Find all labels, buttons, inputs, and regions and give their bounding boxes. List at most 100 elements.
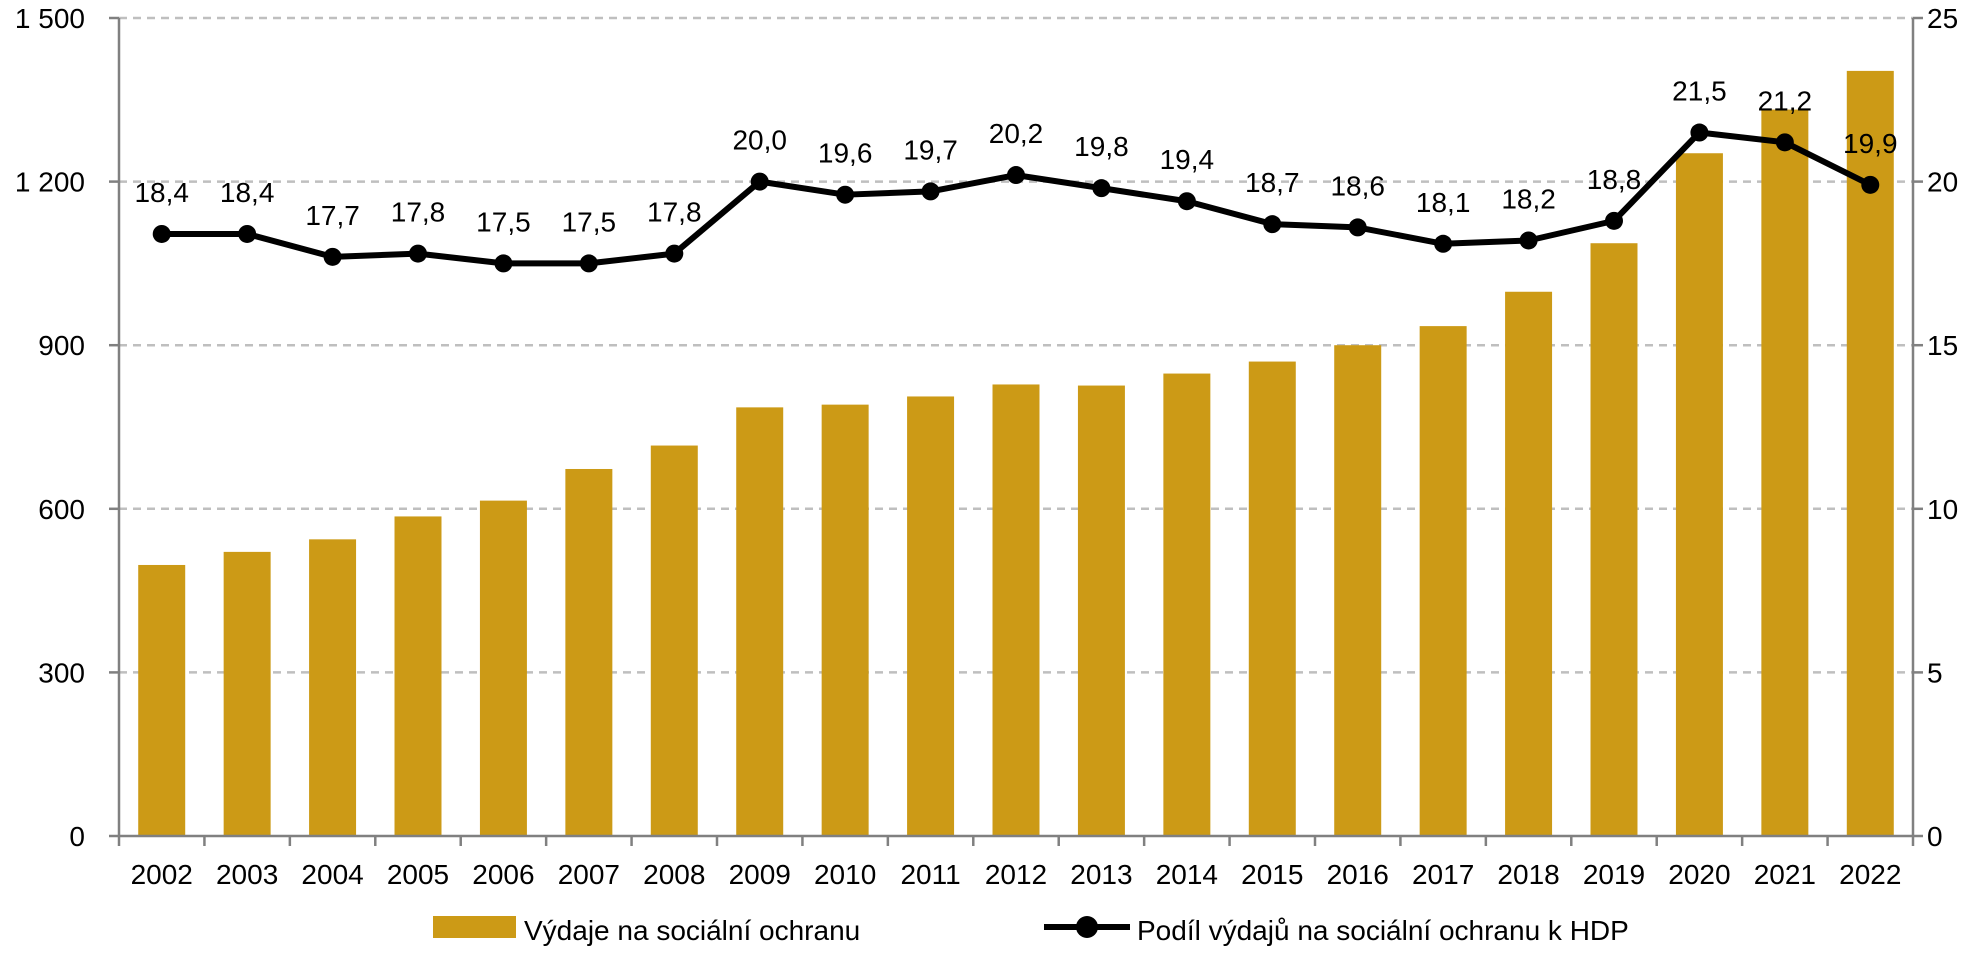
line-point [579, 254, 598, 273]
bar [394, 516, 442, 836]
data-label: 18,4 [134, 177, 189, 208]
bar [223, 551, 271, 836]
data-label: 18,7 [1245, 167, 1300, 198]
line-point [921, 182, 940, 201]
data-label: 17,5 [562, 206, 617, 237]
data-label: 19,6 [818, 138, 873, 169]
bar [309, 539, 357, 836]
bar [1077, 385, 1125, 836]
data-label: 18,4 [220, 177, 275, 208]
data-label: 21,5 [1672, 76, 1727, 107]
legend-swatch-bar [433, 916, 516, 938]
data-label: 19,7 [903, 134, 958, 165]
x-tick-label: 2021 [1754, 859, 1816, 890]
legend: Výdaje na sociální ochranu Podíl výdajů n… [433, 915, 1629, 946]
line-point [1177, 192, 1196, 211]
bar [1505, 291, 1553, 836]
bar [1334, 345, 1382, 836]
y-left-tick-label: 300 [38, 657, 85, 688]
bar [907, 396, 955, 836]
bar [992, 384, 1040, 836]
x-tick-label: 2010 [814, 859, 876, 890]
data-label: 20,0 [732, 125, 787, 156]
bar [736, 407, 784, 836]
line-point [152, 224, 171, 243]
bar [1163, 373, 1211, 836]
bar [821, 404, 869, 836]
data-label: 19,9 [1843, 128, 1898, 159]
bar [1761, 109, 1809, 837]
x-tick-label: 2004 [301, 859, 363, 890]
legend-label-line: Podíl výdajů na sociální ochranu k HDP [1137, 915, 1629, 946]
data-label: 17,8 [647, 197, 702, 228]
x-tick-label: 2019 [1583, 859, 1645, 890]
data-labels: 18,4 18,4 17,7 17,8 17,5 17,5 17,8 20,0 19,6 19,7… [134, 76, 1897, 238]
line-point [1348, 218, 1367, 237]
data-label: 17,5 [476, 206, 531, 237]
bar [1248, 361, 1296, 836]
bar [650, 445, 698, 836]
y-right-tick-label: 5 [1927, 657, 1943, 688]
line-point [238, 224, 257, 243]
axes: 0 300 600 900 1 200 1 500 0 5 10 15 20 25 2002 2003 20… [15, 3, 1958, 890]
line-point [1775, 133, 1794, 152]
bar [1675, 153, 1723, 836]
y-left-tick-label: 0 [69, 821, 85, 852]
line-point [750, 172, 769, 191]
x-tick-label: 2006 [472, 859, 534, 890]
line-point [323, 247, 342, 266]
x-tick-label: 2022 [1839, 859, 1901, 890]
x-tick-label: 2015 [1241, 859, 1303, 890]
x-tick-label: 2002 [131, 859, 193, 890]
bar [138, 564, 186, 836]
bar [565, 468, 613, 836]
x-tick-label: 2009 [729, 859, 791, 890]
y-right-tick-label: 25 [1927, 3, 1958, 34]
x-tick-label: 2014 [1156, 859, 1218, 890]
line-point [1605, 211, 1623, 230]
data-label: 18,2 [1501, 183, 1556, 214]
x-tick-label: 2013 [1070, 859, 1132, 890]
line-series [152, 123, 1880, 273]
y-left-tick-label: 900 [38, 330, 85, 361]
x-tick-label: 2017 [1412, 859, 1474, 890]
y-right-tick-label: 0 [1927, 821, 1943, 852]
x-tick-label: 2018 [1497, 859, 1559, 890]
line-point [1690, 123, 1709, 142]
bar [1590, 243, 1638, 837]
line-point [1263, 215, 1282, 234]
bars [138, 70, 1894, 837]
y-left-tick-label: 600 [38, 494, 85, 525]
x-tick-label: 2003 [216, 859, 278, 890]
x-tick-label: 2012 [985, 859, 1047, 890]
data-label: 18,6 [1330, 170, 1385, 201]
y-right-tick-label: 10 [1927, 494, 1958, 525]
y-right-tick-label: 15 [1927, 330, 1958, 361]
x-tick-label: 2011 [900, 859, 960, 890]
data-label: 21,2 [1758, 85, 1813, 116]
data-label: 18,1 [1416, 187, 1471, 218]
data-label: 20,2 [989, 118, 1044, 149]
line-point [1007, 166, 1025, 185]
line-point [1092, 179, 1111, 198]
legend-label-bar: Výdaje na sociální ochranu [524, 915, 860, 946]
data-label: 19,4 [1160, 144, 1215, 175]
bar [1419, 326, 1467, 836]
y-left-tick-label: 1 200 [15, 167, 85, 198]
data-label: 18,8 [1587, 164, 1642, 195]
bar [1846, 70, 1894, 836]
x-tick-label: 2016 [1327, 859, 1389, 890]
data-label: 17,8 [391, 197, 446, 228]
line-point [1434, 234, 1453, 253]
x-tick-label: 2007 [558, 859, 620, 890]
x-tick-label: 2005 [387, 859, 449, 890]
legend-marker [1076, 916, 1098, 938]
line-point [409, 244, 427, 263]
data-label: 17,7 [305, 200, 360, 231]
line-point [494, 254, 513, 273]
x-tick-label: 2020 [1668, 859, 1730, 890]
data-label: 19,8 [1074, 131, 1129, 162]
y-left-tick-label: 1 500 [15, 3, 85, 34]
